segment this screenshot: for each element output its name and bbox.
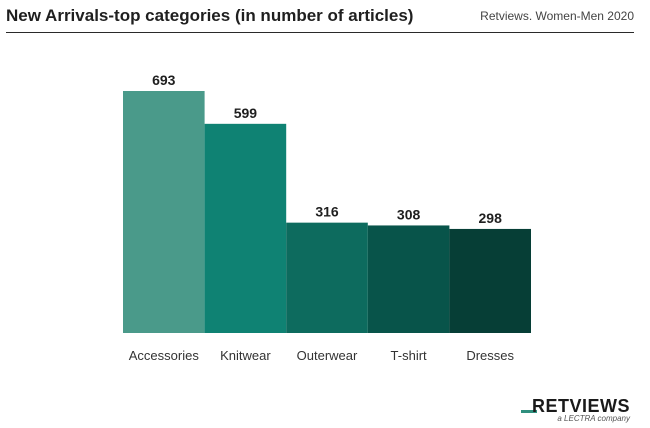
x-tick-label: T-shirt xyxy=(391,348,428,363)
bar-t-shirt xyxy=(367,225,450,333)
data-label: 599 xyxy=(234,105,258,121)
data-label: 316 xyxy=(315,204,339,220)
x-tick-label: Accessories xyxy=(129,348,200,363)
bar-knitwear xyxy=(204,123,287,333)
bar-accessories xyxy=(123,91,205,333)
logo-wordmark: RETVIEWS xyxy=(531,396,630,416)
title-divider xyxy=(6,32,634,33)
x-tick-label: Dresses xyxy=(466,348,514,363)
x-tick-label: Outerwear xyxy=(297,348,358,363)
bar-outerwear xyxy=(286,222,368,333)
chart-source: Retviews. Women-Men 2020 xyxy=(480,9,634,23)
logo-tagline: a LECTRA company xyxy=(557,414,630,423)
chart-title: New Arrivals-top categories (in number o… xyxy=(6,6,414,25)
x-tick-label: Knitwear xyxy=(220,348,271,363)
chart-header: New Arrivals-top categories (in number o… xyxy=(6,0,634,34)
bar-dresses xyxy=(449,228,531,333)
logo-accent-bar xyxy=(521,410,537,413)
data-label: 298 xyxy=(479,210,503,226)
data-label: 693 xyxy=(152,72,176,88)
data-label: 308 xyxy=(397,206,421,222)
retviews-logo: RETVIEWS a LECTRA company xyxy=(518,396,630,428)
